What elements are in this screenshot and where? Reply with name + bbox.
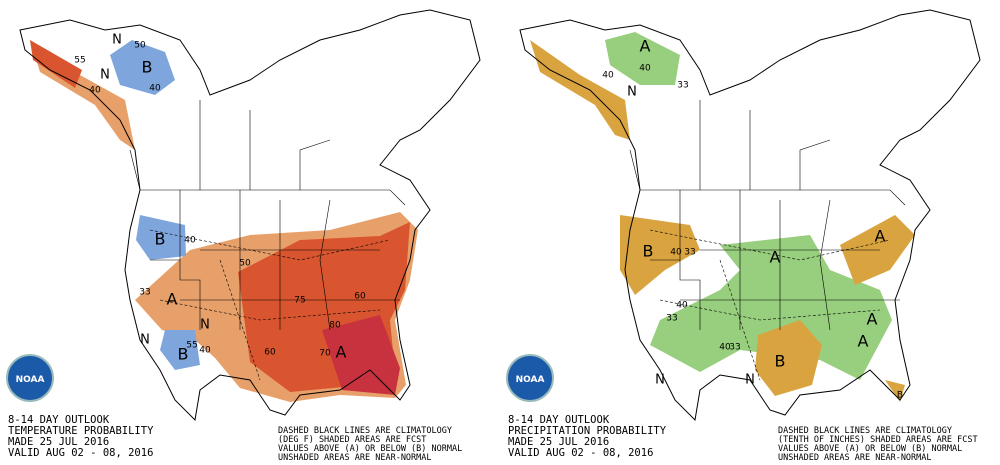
map-label: 75 <box>294 296 305 306</box>
map-label: N <box>200 318 210 333</box>
map-label: 33 <box>677 81 688 91</box>
caption-line: TEMPERATURE PROBABILITY <box>8 425 154 437</box>
noaa-logo <box>6 354 54 402</box>
map-label: B <box>643 242 654 261</box>
below-region <box>755 320 822 396</box>
map-label: 50 <box>239 259 251 269</box>
map-label: N <box>112 33 122 48</box>
map-label: 40 <box>670 248 682 258</box>
noaa-logo-text: NOAA <box>516 375 545 385</box>
legend-note: DASHED BLACK LINES ARE CLIMATOLOGY <box>778 426 952 436</box>
map-label: N <box>100 68 110 83</box>
noaa-logo-text: NOAA <box>16 375 45 385</box>
below-region <box>885 380 905 402</box>
map-label: 70 <box>319 349 331 359</box>
above-70-region <box>322 315 400 395</box>
map-label: 40 <box>676 301 688 311</box>
below-region <box>136 215 186 260</box>
map-label: 50 <box>134 41 146 51</box>
caption-line: VALID AUG 02 - 08, 2016 <box>8 447 153 459</box>
map-label: A <box>640 37 651 56</box>
map-label: A <box>167 290 178 309</box>
map-label: 33 <box>729 343 740 353</box>
map-label: B <box>775 352 786 371</box>
map-label: A <box>336 343 347 362</box>
map-label: A <box>770 248 781 267</box>
map-label: N <box>140 333 150 348</box>
map-label: 33 <box>684 248 695 258</box>
caption-line: MADE 25 JUL 2016 <box>508 436 609 448</box>
legend-note: DASHED BLACK LINES ARE CLIMATOLOGY <box>278 426 452 436</box>
map-label: 60 <box>354 292 366 302</box>
map-label: B <box>155 230 166 249</box>
below-region <box>160 330 200 370</box>
legend-note: (TENTH OF INCHES) SHADED AREAS ARE FCST <box>778 435 978 445</box>
map-label: B <box>178 345 189 364</box>
map-label: 55 <box>186 341 197 351</box>
above-50-region <box>30 40 82 88</box>
map-label: 40 <box>184 236 196 246</box>
map-label: 80 <box>329 321 341 331</box>
map-label: N <box>745 373 755 388</box>
map-label: B <box>897 391 903 401</box>
legend-note: VALUES ABOVE (A) OR BELOW (B) NORMAL <box>278 444 462 454</box>
caption-line: MADE 25 JUL 2016 <box>8 436 109 448</box>
map-label: 40 <box>199 346 211 356</box>
map-label: 33 <box>666 314 677 324</box>
map-label: A <box>875 227 886 246</box>
legend-note: VALUES ABOVE (A) OR BELOW (B) NORMAL <box>778 444 962 454</box>
map-label: 55 <box>74 56 85 66</box>
map-label: 33 <box>139 288 150 298</box>
map-label: A <box>867 310 878 329</box>
map-label: 40 <box>719 343 731 353</box>
legend-note: UNSHADED AREAS ARE NEAR-NORMAL <box>278 453 432 463</box>
map-label: 40 <box>149 84 161 94</box>
below-region <box>110 40 175 95</box>
map-label: B <box>142 58 153 77</box>
map-label: A <box>858 332 869 351</box>
map-label: 40 <box>602 71 614 81</box>
map-label: N <box>627 85 637 100</box>
map-label: 40 <box>639 64 651 74</box>
caption-line: 8-14 DAY OUTLOOK <box>508 414 610 426</box>
map-label: 60 <box>264 348 276 358</box>
noaa-logo <box>506 354 554 402</box>
map-label: 40 <box>89 86 101 96</box>
legend-note: UNSHADED AREAS ARE NEAR-NORMAL <box>778 453 932 463</box>
caption-line: PRECIPITATION PROBABILITY <box>508 425 667 437</box>
below-region <box>530 40 630 140</box>
map-label: N <box>655 373 665 388</box>
caption-line: 8-14 DAY OUTLOOK <box>8 414 110 426</box>
above-region <box>605 32 680 85</box>
caption-line: VALID AUG 02 - 08, 2016 <box>508 447 653 459</box>
above-region <box>650 235 892 380</box>
legend-note: (DEG F) SHADED AREAS ARE FCST <box>278 435 426 445</box>
